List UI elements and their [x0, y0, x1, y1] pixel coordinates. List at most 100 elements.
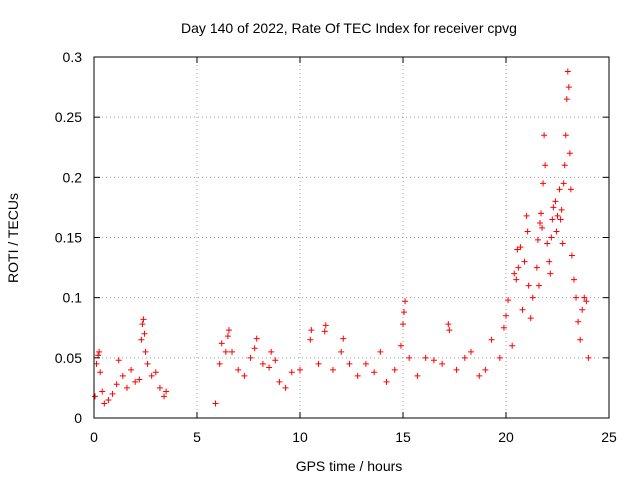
- data-point: [235, 366, 242, 373]
- data-point: [544, 240, 551, 247]
- chart-title: Day 140 of 2022, Rate Of TEC Index for r…: [181, 20, 517, 36]
- data-point: [509, 342, 516, 349]
- data-point: [541, 132, 548, 139]
- y-tick-label: 0.25: [55, 109, 82, 125]
- data-point: [241, 372, 248, 379]
- data-point: [529, 294, 536, 301]
- y-axis-label: ROTI / TECUs: [5, 193, 21, 283]
- data-point: [144, 360, 151, 367]
- data-point: [570, 276, 577, 283]
- data-point: [148, 372, 155, 379]
- data-point: [563, 96, 570, 103]
- data-point: [406, 354, 413, 361]
- data-point: [550, 204, 557, 211]
- data-point: [488, 336, 495, 343]
- data-point: [276, 378, 283, 385]
- y-tick-label: 0: [74, 410, 82, 426]
- data-point: [259, 360, 266, 367]
- data-point: [377, 348, 384, 355]
- data-point: [113, 381, 120, 388]
- data-point: [548, 234, 555, 241]
- data-point: [297, 366, 303, 373]
- data-point: [503, 312, 509, 319]
- data-point: [161, 393, 168, 400]
- data-point: [560, 180, 567, 187]
- data-point: [229, 348, 236, 355]
- data-point: [136, 376, 143, 383]
- data-point: [322, 322, 329, 329]
- data-point: [400, 321, 406, 328]
- data-point: [422, 354, 429, 361]
- data-point: [514, 246, 521, 253]
- data-point: [315, 360, 322, 367]
- data-point: [212, 400, 219, 407]
- data-point: [123, 384, 130, 391]
- data-point: [321, 328, 328, 335]
- data-point: [128, 366, 135, 373]
- data-point: [542, 162, 549, 169]
- data-point: [338, 348, 345, 355]
- data-point: [482, 366, 489, 373]
- data-point: [515, 264, 522, 271]
- data-point: [553, 228, 560, 235]
- data-point: [346, 360, 353, 367]
- data-point: [430, 357, 437, 364]
- data-point: [554, 212, 561, 219]
- data-point: [401, 309, 408, 316]
- data-point: [500, 324, 507, 331]
- data-point: [92, 393, 99, 400]
- data-point: [557, 216, 564, 223]
- data-point: [538, 210, 545, 217]
- data-point: [581, 294, 588, 301]
- data-point: [253, 335, 260, 342]
- data-point: [564, 68, 571, 75]
- data-point: [527, 315, 534, 322]
- data-point: [138, 336, 145, 343]
- data-point: [566, 150, 573, 157]
- x-tick-label: 15: [395, 429, 411, 445]
- data-point: [496, 354, 503, 361]
- grid-layer: [94, 57, 609, 418]
- y-tick-label: 0.15: [55, 230, 82, 246]
- data-point: [340, 335, 347, 342]
- data-point: [222, 348, 229, 355]
- data-point: [549, 216, 556, 223]
- data-point: [556, 186, 563, 193]
- data-point: [583, 298, 590, 305]
- y-tick-label: 0.05: [55, 350, 82, 366]
- data-point: [567, 186, 574, 193]
- data-point: [272, 357, 279, 364]
- data-point: [163, 388, 170, 395]
- y-tick-label: 0.3: [63, 49, 83, 65]
- y-tick-label: 0.1: [63, 290, 83, 306]
- data-point: [152, 369, 159, 376]
- data-point: [467, 348, 474, 355]
- x-tick-label: 20: [498, 429, 514, 445]
- data-point: [216, 360, 223, 367]
- data-point: [559, 240, 566, 247]
- data-point: [540, 180, 547, 187]
- data-point: [585, 354, 592, 361]
- data-point: [402, 298, 409, 305]
- data-point: [476, 372, 483, 379]
- tick-layer: 0 5 10 15 20 25 0 0.05 0.1 0.15 0.2 0.25 0.3: [55, 49, 617, 445]
- data-point: [109, 390, 116, 397]
- data-point: [225, 327, 232, 334]
- data-point: [445, 321, 452, 328]
- data-point: [513, 276, 520, 283]
- data-point: [536, 220, 543, 227]
- data-point: [218, 340, 225, 347]
- data-point: [362, 360, 369, 367]
- data-point: [96, 348, 103, 355]
- data-point: [329, 366, 336, 373]
- data-point: [519, 306, 526, 313]
- data-point: [268, 348, 275, 355]
- data-point: [565, 84, 572, 91]
- data-point: [288, 369, 295, 376]
- data-point: [575, 318, 582, 325]
- data-point: [446, 327, 453, 334]
- y-tick-label: 0.2: [63, 169, 83, 185]
- data-point: [547, 270, 554, 277]
